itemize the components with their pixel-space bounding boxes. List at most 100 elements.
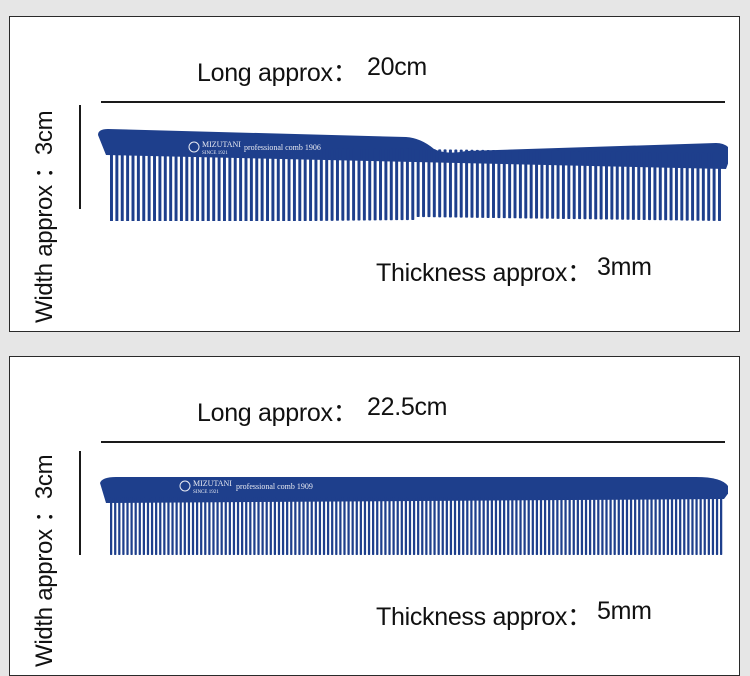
comb-tooth	[584, 497, 588, 555]
comb-tooth	[674, 152, 678, 221]
comb-logo: MIZUTANI SINCE 1921 professional comb 19…	[179, 479, 313, 495]
comb-tooth	[599, 151, 603, 220]
comb-tooth	[220, 497, 223, 555]
comb-tooth	[669, 152, 673, 221]
comb-tooth	[720, 497, 723, 555]
comb-tooth	[535, 150, 539, 219]
width-dimension-line	[79, 105, 81, 209]
comb-tooth	[392, 497, 395, 555]
comb-tooth	[174, 150, 178, 221]
comb-tooth	[701, 152, 705, 221]
comb-tooth	[494, 497, 498, 555]
comb-tooth	[642, 497, 645, 555]
comb-tooth	[130, 497, 133, 555]
comb-tooth	[216, 497, 219, 555]
comb-tooth	[617, 497, 620, 555]
comb-tooth	[175, 497, 178, 555]
comb-tooth	[266, 149, 269, 221]
comb-tooth	[445, 497, 448, 555]
comb-tooth	[654, 497, 657, 555]
comb-tooth	[556, 150, 560, 219]
comb-tooth	[518, 150, 522, 219]
comb-tooth	[498, 497, 502, 555]
comb-tooth	[564, 497, 567, 555]
comb-teeth	[110, 497, 723, 555]
comb-tooth	[699, 497, 702, 555]
comb-tooth	[711, 497, 715, 555]
comb-tooth	[310, 497, 313, 555]
comb-tooth	[482, 497, 485, 555]
length-label: Long approx：	[197, 59, 358, 87]
comb-tooth	[239, 149, 243, 221]
comb-tooth	[380, 497, 383, 555]
comb-tooth	[691, 152, 695, 221]
comb-tooth	[179, 150, 183, 221]
comb-tooth	[122, 497, 125, 555]
comb-tooth	[683, 497, 686, 555]
comb-tooth	[384, 148, 388, 221]
comb-tooth	[347, 497, 350, 555]
comb-tooth	[335, 497, 338, 555]
comb-tooth	[535, 497, 539, 555]
comb-tooth	[508, 150, 512, 219]
comb-tooth	[273, 497, 277, 555]
comb-tooth	[331, 497, 334, 555]
comb-tooth	[523, 497, 526, 555]
comb-since: SINCE 1921	[193, 490, 219, 495]
thickness-value: 3mm	[597, 253, 652, 281]
comb-tooth	[396, 497, 399, 555]
comb-tooth	[169, 150, 173, 221]
comb-tooth	[438, 149, 442, 218]
comb-tooth	[183, 497, 186, 555]
comb-tooth	[155, 497, 158, 555]
comb-tooth	[718, 153, 721, 221]
comb-tooth	[648, 152, 652, 221]
comb-tooth	[432, 149, 436, 218]
length-value: 20cm	[367, 53, 427, 81]
comb-tooth	[212, 149, 216, 221]
comb-tooth	[572, 151, 576, 220]
comb-tooth	[126, 150, 130, 221]
comb-tooth	[281, 497, 285, 555]
comb-tooth	[318, 497, 322, 555]
comb-tooth	[294, 497, 297, 555]
comb-tooth	[703, 497, 706, 555]
comb-tooth	[167, 497, 170, 555]
comb-photo-1909: MIZUTANI SINCE 1921 professional comb 19…	[96, 469, 728, 565]
comb-tooth	[601, 497, 604, 555]
comb-tooth	[257, 497, 260, 555]
comb-tooth	[609, 497, 612, 555]
comb-tooth	[298, 149, 302, 221]
comb-tooth	[687, 497, 690, 555]
comb-tooth	[674, 497, 678, 555]
comb-tooth	[475, 149, 479, 218]
comb-tooth	[560, 497, 563, 555]
comb-tooth	[625, 497, 629, 555]
comb-tooth	[588, 497, 592, 555]
comb-tooth	[265, 497, 268, 555]
comb-teeth	[110, 148, 721, 221]
comb-tooth	[245, 497, 248, 555]
comb-tooth	[325, 148, 329, 221]
comb-tooth	[664, 152, 668, 221]
comb-tooth	[204, 497, 207, 555]
comb-tooth	[453, 497, 457, 555]
comb-tooth	[707, 152, 711, 221]
comb-tooth	[503, 497, 506, 555]
comb-tooth	[255, 149, 259, 221]
comb-tooth	[236, 497, 240, 555]
comb-tooth	[118, 497, 121, 555]
comb-tooth	[613, 497, 616, 555]
comb-tooth	[206, 150, 210, 221]
comb-tooth	[631, 151, 635, 220]
comb-tooth	[362, 148, 366, 221]
comb-tooth	[527, 497, 530, 555]
comb-tooth	[253, 497, 256, 555]
comb-tooth	[658, 152, 662, 221]
comb-tooth	[110, 497, 113, 555]
comb-tooth	[695, 497, 698, 555]
comb-tooth	[561, 150, 565, 219]
comb-tooth	[511, 497, 514, 555]
comb-tooth	[271, 149, 275, 221]
comb-image-1909: MIZUTANI SINCE 1921 professional comb 19…	[100, 477, 728, 555]
